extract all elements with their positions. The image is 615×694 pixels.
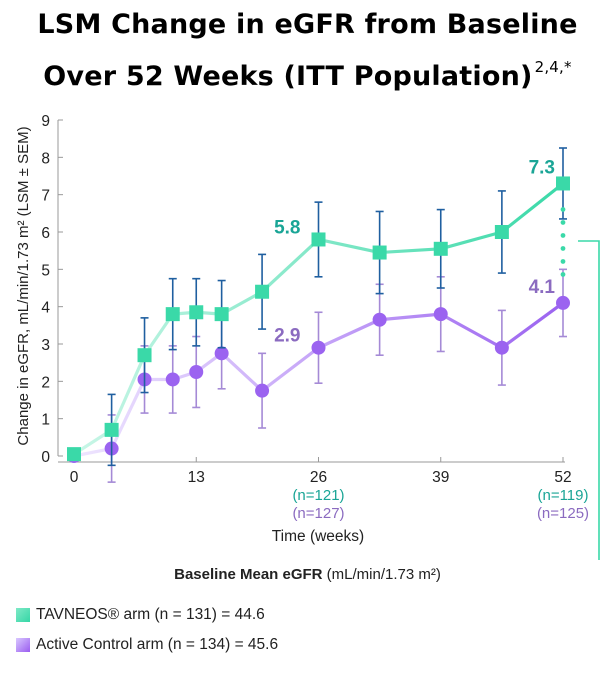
n-label-tavneos: (n=121) — [292, 487, 344, 504]
connector-dot — [560, 259, 566, 264]
data-point — [214, 346, 229, 361]
y-tick-label: 2 — [41, 374, 50, 391]
callout-line — [578, 240, 600, 560]
x-tick-label: 13 — [188, 469, 205, 486]
y-tick-label: 6 — [41, 225, 50, 242]
series-line — [73, 301, 564, 458]
y-tick-label: 5 — [41, 262, 50, 279]
connector-dot — [560, 233, 566, 238]
series-tavneos — [67, 147, 570, 467]
data-point — [311, 340, 326, 355]
series-active-control — [67, 268, 570, 483]
title-line-2-text: Over 52 Weeks (ITT Population) — [43, 61, 533, 92]
connector-dot — [560, 220, 566, 225]
y-tick-label: 8 — [41, 150, 50, 167]
x-tick-label: 0 — [70, 469, 79, 486]
connector-dot — [560, 207, 566, 212]
y-axis-label: Change in eGFR, mL/min/1.73 m² (LSM ± SE… — [15, 126, 32, 445]
legend-swatch-purple — [16, 638, 30, 652]
data-point — [311, 232, 326, 247]
title-line-1: LSM Change in eGFR from Baseline — [37, 9, 578, 40]
data-point — [372, 312, 387, 327]
x-axis-label: Time (weeks) — [272, 528, 364, 545]
legend-item-active-control: Active Control arm (n = 134) = 45.6 — [16, 630, 278, 660]
annotation-value: 2.9 — [274, 326, 300, 347]
legend-title-bold: Baseline Mean eGFR — [174, 566, 323, 583]
data-point — [165, 307, 180, 322]
y-tick-label: 1 — [41, 412, 50, 429]
callout-connector — [560, 207, 600, 560]
y-tick-label: 7 — [41, 188, 50, 205]
data-point — [104, 422, 119, 437]
data-point — [556, 295, 570, 310]
y-tick-label: 0 — [41, 449, 50, 466]
data-annotations: 5.8 7.3 2.9 4.1 — [274, 157, 555, 346]
legend: TAVNEOS® arm (n = 131) = 44.6 Active Con… — [16, 600, 278, 660]
series-line — [73, 182, 564, 456]
line-chart: 0 1 2 3 4 5 6 7 8 9 0 13 26 39 52 (n=121)(n=127) (n=119)… — [15, 113, 600, 560]
data-point — [255, 383, 270, 398]
annotation-value: 5.8 — [274, 217, 300, 238]
n-label-active-control: (n=127) — [292, 505, 344, 522]
data-point — [214, 307, 229, 322]
legend-label-tavneos: TAVNEOS® arm (n = 131) = 44.6 — [36, 606, 265, 623]
connector-dot — [560, 246, 566, 251]
x-tick-label: 39 — [432, 469, 449, 486]
legend-title-unit: (mL/min/1.73 m²) — [322, 566, 441, 583]
data-point — [433, 241, 448, 256]
title-references: 2,4,* — [534, 58, 572, 76]
data-point — [137, 348, 152, 363]
legend-swatch-green — [16, 608, 30, 622]
legend-title: Baseline Mean eGFR (mL/min/1.73 m²) — [0, 566, 615, 583]
chart-axes: 0 1 2 3 4 5 6 7 8 9 0 13 26 39 52 (n=121)(n=127) (n=119)… — [41, 113, 589, 522]
data-point — [165, 372, 180, 387]
annotation-value: 7.3 — [529, 157, 555, 178]
data-point — [494, 225, 509, 239]
chart-title: LSM Change in eGFR from Baseline Over 52… — [0, 4, 615, 98]
data-point — [189, 305, 204, 320]
data-point — [67, 447, 81, 462]
title-line-2: Over 52 Weeks (ITT Population) 2,4,* — [0, 46, 615, 98]
x-tick-label: 52 — [554, 469, 571, 486]
legend-label-active-control: Active Control arm (n = 134) = 45.6 — [36, 636, 279, 653]
connector-dot — [560, 272, 566, 277]
y-tick-label: 9 — [41, 113, 50, 130]
data-point — [433, 307, 448, 322]
legend-item-tavneos: TAVNEOS® arm (n = 131) = 44.6 — [16, 600, 278, 630]
annotation-value: 4.1 — [529, 277, 556, 298]
n-label-tavneos: (n=119) — [537, 487, 588, 504]
data-point — [255, 284, 270, 299]
data-point — [189, 365, 204, 379]
data-point — [556, 176, 570, 191]
data-point — [372, 245, 387, 260]
x-tick-label: 26 — [310, 469, 327, 486]
n-label-active-control: (n=125) — [537, 505, 589, 522]
data-point — [494, 340, 509, 355]
y-tick-label: 4 — [41, 300, 50, 317]
y-tick-label: 3 — [41, 337, 50, 354]
